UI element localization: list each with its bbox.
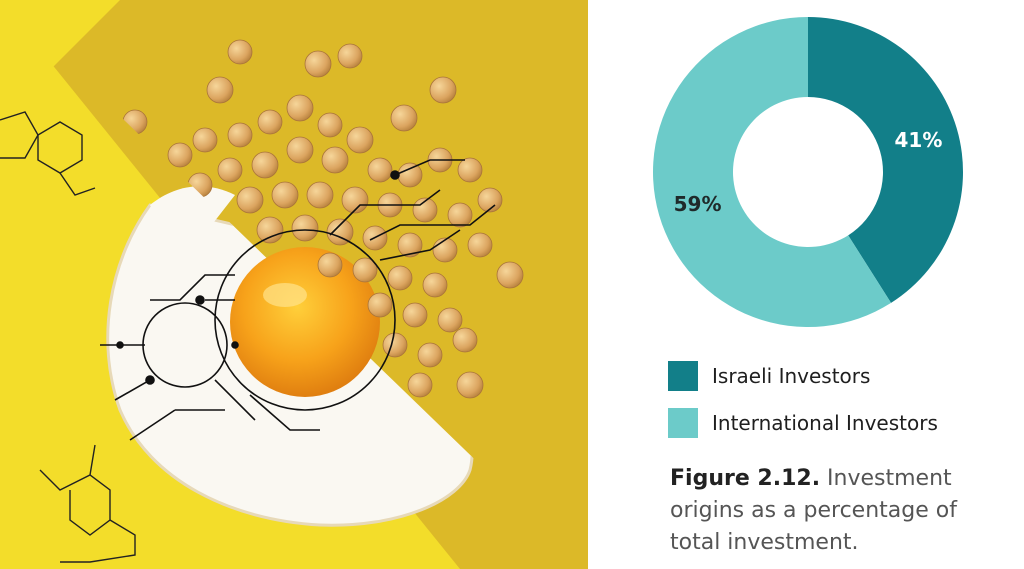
figure-caption-text: Investment origins as a percentage of to… xyxy=(670,466,957,555)
figure-caption: Figure 2.12. Investment origins as a per… xyxy=(670,463,990,559)
legend-label-israeli: Israeli Investors xyxy=(712,364,871,388)
chart-legend: Israeli Investors International Investor… xyxy=(668,358,938,452)
figure-caption-lead: Figure 2.12. xyxy=(670,466,821,491)
chickpea-pile xyxy=(122,39,524,399)
legend-swatch-israeli xyxy=(668,361,698,391)
legend-item-israeli-investors: Israeli Investors xyxy=(668,358,938,394)
legend-item-international-investors: International Investors xyxy=(668,405,938,441)
donut-chart: 41% 59% xyxy=(652,17,963,328)
chickpea-egg-illustration xyxy=(0,0,588,569)
molecule-sketch-top xyxy=(0,111,96,196)
donut-label-international: 59% xyxy=(674,192,722,216)
donut-slice-israeli xyxy=(808,17,963,303)
egg-yolk xyxy=(230,247,380,397)
donut-slice-international xyxy=(652,17,892,328)
donut-label-israeli: 41% xyxy=(894,128,942,152)
circuit-line-art xyxy=(100,159,496,441)
legend-label-international: International Investors xyxy=(712,411,938,435)
molecule-sketch-bottom xyxy=(39,444,136,563)
legend-swatch-international xyxy=(668,408,698,438)
